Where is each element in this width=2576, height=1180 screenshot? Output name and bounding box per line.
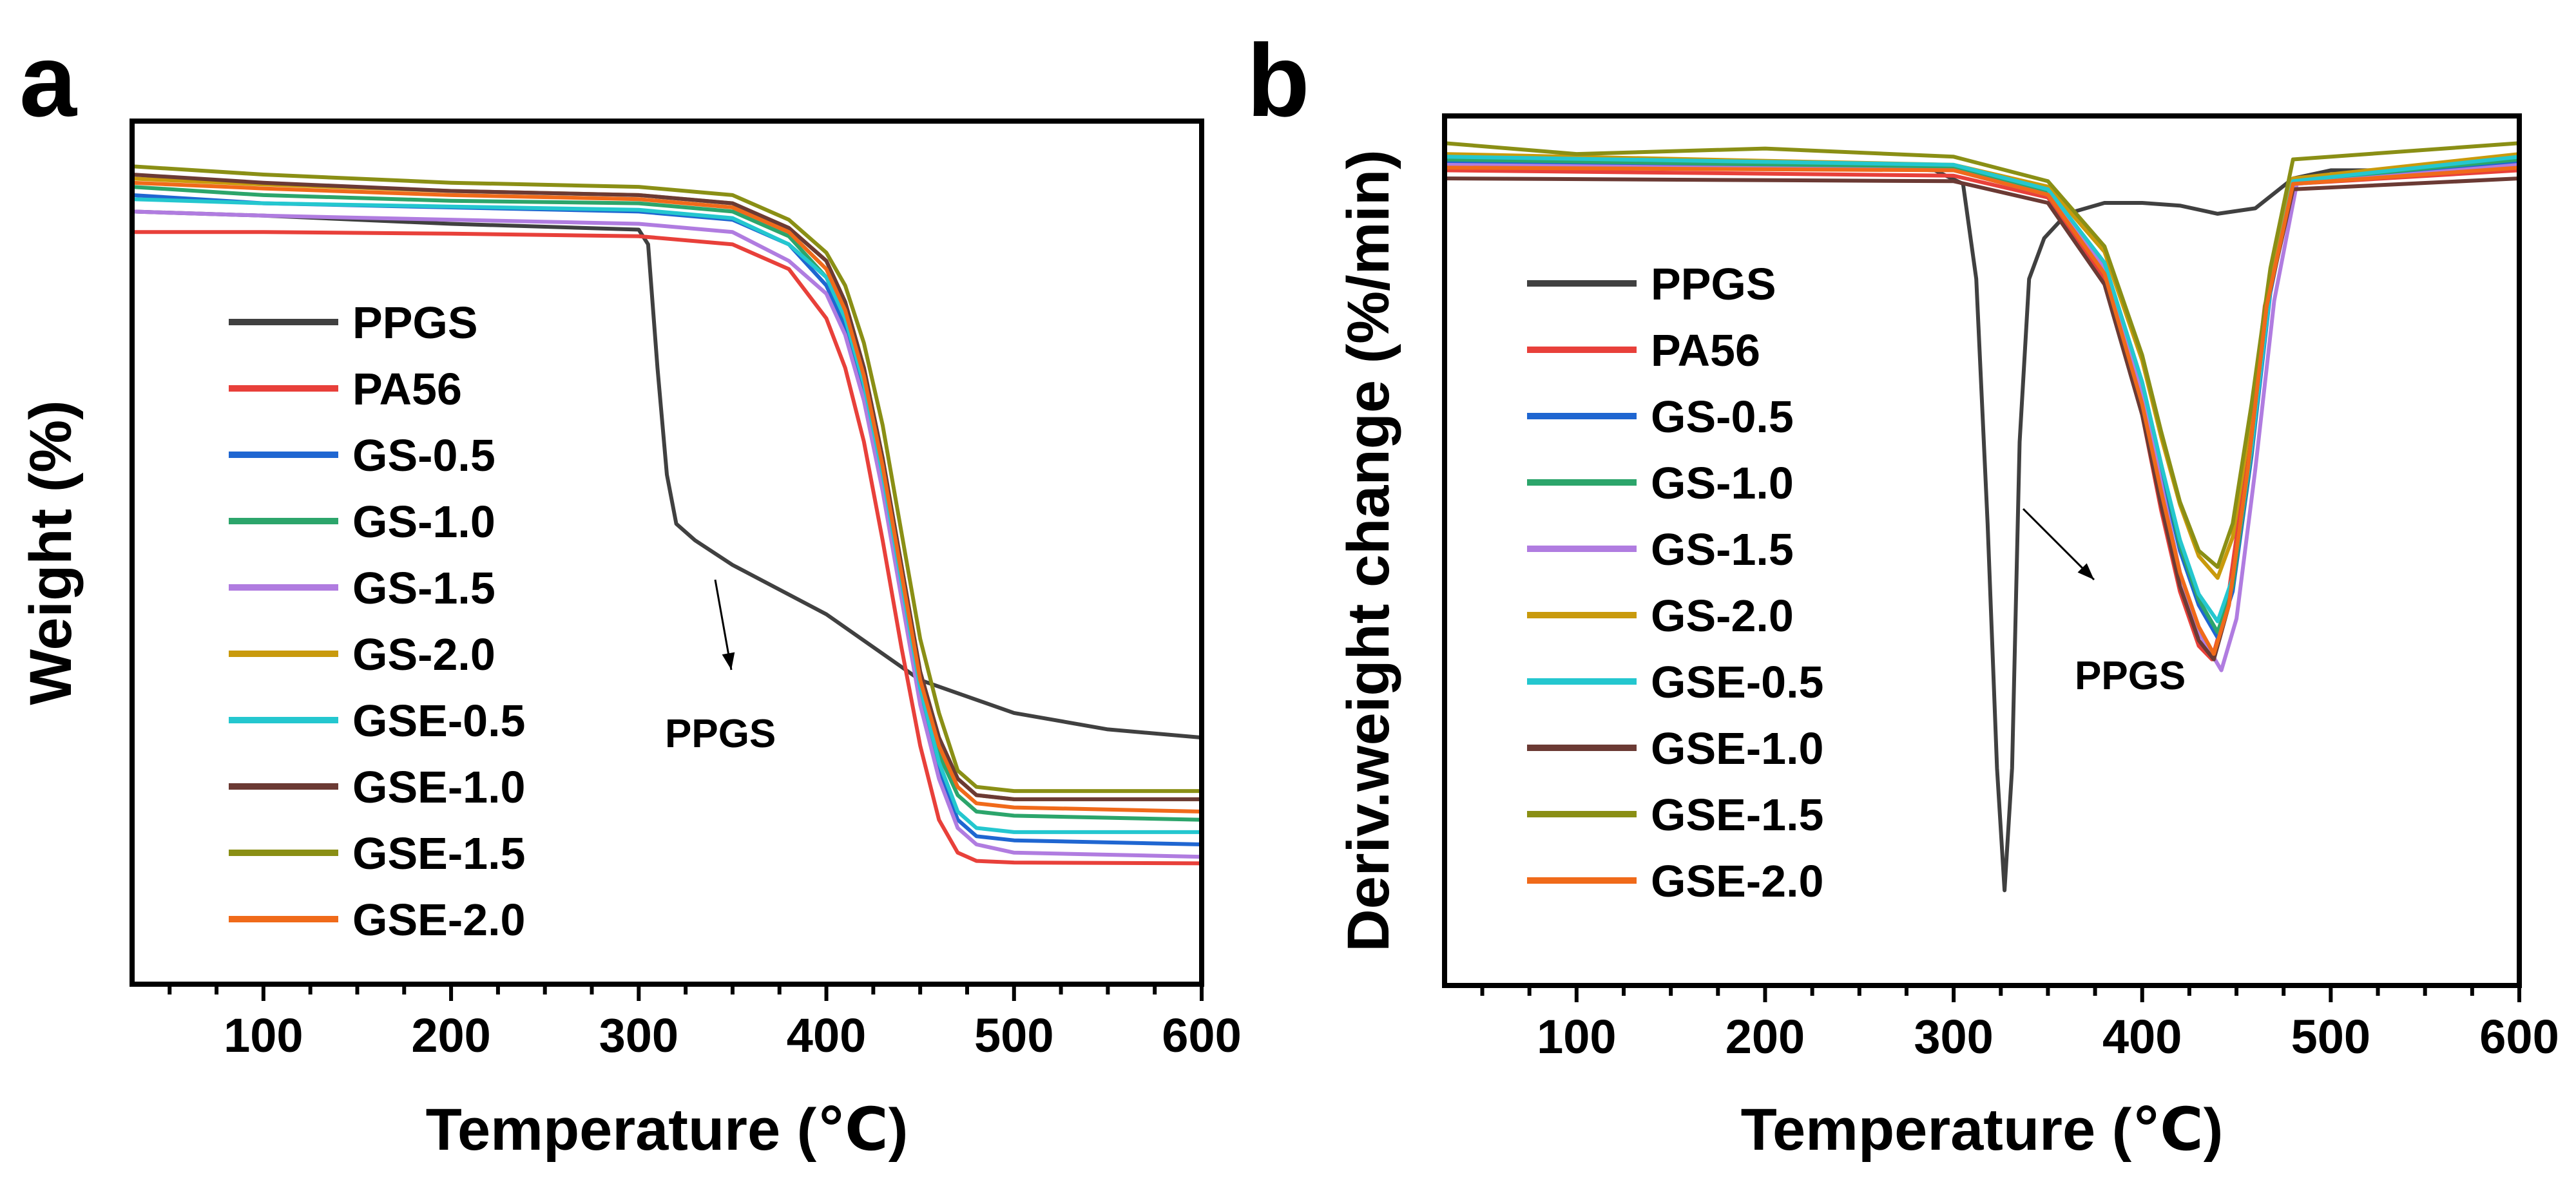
legend-label: GS-2.0 — [352, 629, 495, 680]
x-tick-label: 200 — [1725, 1010, 1805, 1063]
legend-label: GS-0.5 — [352, 430, 495, 481]
legend-label: GSE-1.5 — [352, 828, 525, 879]
legend-label: GS-1.5 — [352, 563, 495, 613]
x-tick-label: 400 — [787, 1009, 866, 1062]
legend-label: GSE-1.5 — [1651, 790, 1823, 840]
series-line-gse-1-0 — [132, 173, 1202, 801]
panel-letter: a — [19, 23, 77, 138]
legend-label: GS-1.0 — [1651, 458, 1794, 508]
legend-label: GS-0.5 — [1651, 392, 1794, 442]
x-tick-label: 200 — [411, 1009, 490, 1062]
legend-label: GSE-1.0 — [1651, 723, 1823, 774]
series-line-gse-2-0 — [132, 180, 1202, 814]
legend-label: GSE-0.5 — [1651, 657, 1823, 707]
legend-label: GSE-2.0 — [1651, 856, 1823, 906]
x-tick-label: 600 — [1162, 1009, 1241, 1062]
series-group — [132, 164, 1202, 866]
series-line-gse-1-5 — [132, 164, 1202, 794]
legend-label: GSE-2.0 — [352, 895, 525, 945]
series-group — [1445, 141, 2519, 893]
annotation-arrowhead — [2077, 563, 2094, 580]
x-tick-label: 500 — [2291, 1010, 2370, 1063]
legend-label: GS-1.5 — [1651, 524, 1794, 575]
panel-letter: b — [1247, 23, 1310, 138]
legend-label: GSE-0.5 — [352, 696, 525, 746]
plot-frame — [130, 119, 1204, 987]
x-axis-label: Temperature (℃) — [426, 1097, 908, 1163]
series-line-ppgs — [132, 209, 1202, 740]
legend-label: PA56 — [1651, 325, 1760, 376]
annotation-arrowhead — [722, 652, 735, 670]
series-line-gse-1-5 — [1445, 141, 2519, 569]
x-axis-label: Temperature (℃) — [1741, 1097, 2224, 1163]
legend-label: PPGS — [352, 298, 478, 348]
x-tick-label: 500 — [974, 1009, 1053, 1062]
x-tick-label: 100 — [1537, 1010, 1616, 1063]
series-line-pa56 — [132, 230, 1202, 866]
series-line-gse-2-0 — [1445, 166, 2519, 656]
x-tick-label: 400 — [2102, 1010, 2182, 1063]
series-line-ppgs — [1445, 162, 2519, 893]
panel-b: b 100 200 300 400 500 600 Temperature (℃) Deriv.… — [1247, 23, 2559, 1163]
annotation-label: PPGS — [665, 712, 776, 756]
panel-a: a 100 200 300 400 500 600 Temperature (℃) Weight… — [18, 23, 1242, 1163]
x-tick-label: 600 — [2479, 1010, 2559, 1063]
y-axis-label: Weight (%) — [18, 400, 84, 705]
legend-label: GS-1.0 — [352, 497, 495, 547]
legend: PPGS PA56 GS-0.5 GS-1.0 GS-1.5 GS-2.0 GSE-0.5 G… — [1527, 259, 1823, 906]
x-tick-label: 300 — [1914, 1010, 1993, 1063]
legend: PPGS PA56 GS-0.5 GS-1.0 GS-1.5 GS-2.0 GSE-0.5 G… — [229, 298, 525, 945]
y-axis-label: Deriv.weight change (%/min) — [1336, 149, 1401, 952]
series-line-gs-1-5 — [132, 209, 1202, 859]
legend-label: PPGS — [1651, 259, 1776, 309]
legend-label: PA56 — [352, 364, 462, 414]
legend-label: GSE-1.0 — [352, 762, 525, 812]
annotation-label: PPGS — [2075, 654, 2186, 698]
series-line-gs-2-0 — [132, 176, 1202, 801]
legend-label: GS-2.0 — [1651, 591, 1794, 641]
x-tick-label: 300 — [599, 1009, 678, 1062]
plot-frame — [1442, 113, 2522, 988]
x-tick-label: 100 — [224, 1009, 303, 1062]
